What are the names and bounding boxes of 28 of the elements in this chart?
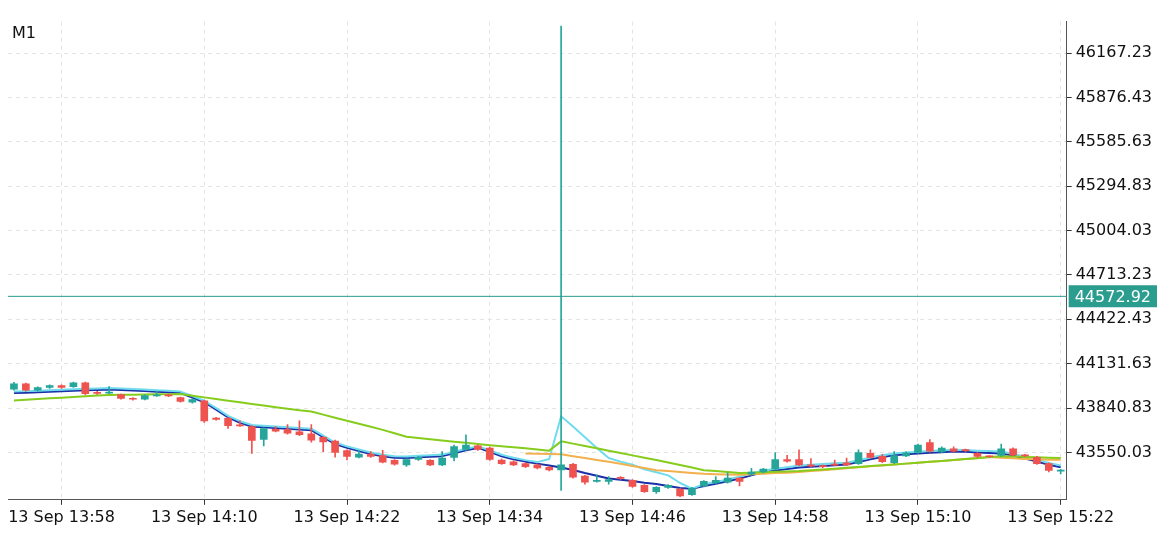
candlestick (140, 394, 149, 401)
x-tick-label: 13 Sep 14:22 (293, 506, 401, 526)
x-tick-label: 13 Sep 14:46 (579, 506, 686, 526)
candlestick (604, 476, 613, 485)
candlestick (93, 391, 102, 395)
y-tick-label: 43840.83 (1075, 397, 1152, 417)
candlestick (33, 386, 42, 392)
y-tick-label: 45585.63 (1075, 130, 1152, 150)
y-tick-label: 44131.63 (1075, 352, 1152, 372)
x-tick-label: 13 Sep 15:10 (864, 506, 972, 526)
y-tick-label: 46167.23 (1075, 42, 1152, 62)
candlestick (129, 397, 137, 401)
x-tick-label: 13 Sep 13:58 (8, 506, 115, 526)
y-tick-label: 43550.03 (1075, 441, 1152, 461)
y-tick-label: 45004.03 (1075, 219, 1152, 239)
chart-title: M1 (12, 22, 36, 42)
x-tick-label: 13 Sep 15:22 (1007, 506, 1115, 526)
y-tick-label: 44713.23 (1075, 264, 1152, 284)
candlestick (117, 393, 125, 400)
y-tick-label: 44422.43 (1075, 308, 1152, 328)
x-tick-label: 13 Sep 14:34 (436, 506, 544, 526)
y-tick-label: 45876.43 (1075, 86, 1152, 106)
x-tick-label: 13 Sep 14:10 (150, 506, 258, 526)
y-tick-label: 45294.83 (1075, 175, 1152, 195)
candlestick (818, 464, 827, 468)
candlestick (783, 454, 791, 463)
ref-line-label: 44572.92 (1074, 286, 1151, 306)
x-tick-label: 13 Sep 14:58 (721, 506, 829, 526)
